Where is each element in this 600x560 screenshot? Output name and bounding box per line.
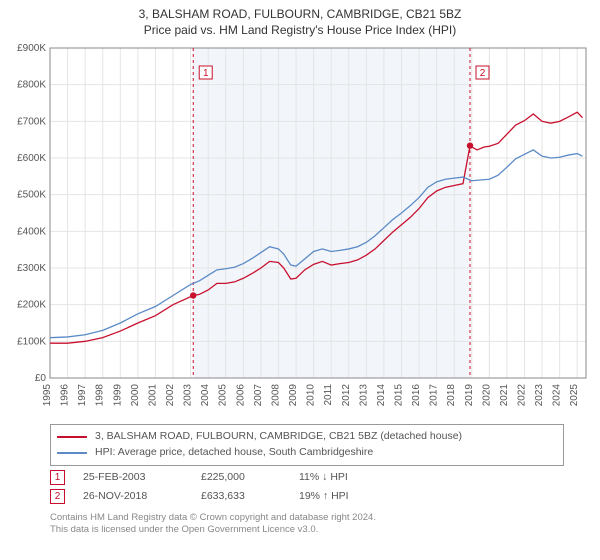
svg-text:1: 1	[203, 68, 209, 79]
sale-price: £633,633	[201, 490, 281, 502]
svg-text:1998: 1998	[95, 384, 106, 407]
svg-text:1996: 1996	[60, 384, 71, 407]
svg-text:£100K: £100K	[17, 337, 46, 348]
footer-attribution: Contains HM Land Registry data © Crown c…	[50, 512, 564, 537]
sale-delta: 11% ↓ HPI	[299, 471, 399, 483]
svg-text:2019: 2019	[464, 384, 475, 407]
footer-line: Contains HM Land Registry data © Crown c…	[50, 512, 564, 524]
svg-text:1995: 1995	[42, 384, 53, 407]
legend-item-price-paid: 3, BALSHAM ROAD, FULBOURN, CAMBRIDGE, CB…	[57, 429, 557, 445]
legend-swatch	[57, 436, 87, 438]
svg-text:1997: 1997	[77, 384, 88, 407]
svg-text:2022: 2022	[516, 384, 527, 407]
chart-svg: £0 £100K £200K £300K £400K £500K £600K £700K £80…	[0, 38, 600, 418]
sale-marker-icon: 2	[50, 489, 65, 504]
svg-text:£900K: £900K	[17, 43, 46, 54]
svg-text:£300K: £300K	[17, 263, 46, 274]
svg-text:2008: 2008	[270, 384, 281, 407]
svg-text:2011: 2011	[323, 384, 334, 406]
sale-row: 1 25-FEB-2003 £225,000 11% ↓ HPI	[50, 470, 564, 485]
sale-row: 2 26-NOV-2018 £633,633 19% ↑ HPI	[50, 489, 564, 504]
svg-text:2002: 2002	[165, 384, 176, 407]
svg-text:£400K: £400K	[17, 227, 46, 238]
svg-text:2010: 2010	[306, 384, 317, 407]
svg-text:2024: 2024	[552, 384, 563, 407]
svg-text:2007: 2007	[253, 384, 264, 407]
svg-text:2018: 2018	[446, 384, 457, 407]
chart-title-block: 3, BALSHAM ROAD, FULBOURN, CAMBRIDGE, CB…	[0, 0, 600, 38]
svg-text:£700K: £700K	[17, 117, 46, 128]
svg-text:2009: 2009	[288, 384, 299, 407]
chart-title: 3, BALSHAM ROAD, FULBOURN, CAMBRIDGE, CB…	[0, 6, 600, 22]
svg-text:2003: 2003	[183, 384, 194, 407]
svg-text:2016: 2016	[411, 384, 422, 407]
svg-text:2: 2	[480, 68, 486, 79]
legend-swatch	[57, 452, 87, 454]
sale-price: £225,000	[201, 471, 281, 483]
svg-text:2006: 2006	[235, 384, 246, 407]
price-chart: £0 £100K £200K £300K £400K £500K £600K £700K £80…	[0, 38, 600, 418]
svg-text:2000: 2000	[130, 384, 141, 407]
sale-marker-icon: 1	[50, 470, 65, 485]
svg-text:2005: 2005	[218, 384, 229, 407]
svg-text:2025: 2025	[569, 384, 580, 407]
footer-line: This data is licensed under the Open Gov…	[50, 524, 564, 536]
svg-text:2023: 2023	[534, 384, 545, 407]
svg-text:1999: 1999	[112, 384, 123, 407]
legend: 3, BALSHAM ROAD, FULBOURN, CAMBRIDGE, CB…	[50, 424, 564, 466]
legend-label: HPI: Average price, detached house, Sout…	[95, 445, 373, 461]
svg-text:2014: 2014	[376, 384, 387, 407]
sale-date: 25-FEB-2003	[83, 471, 183, 483]
sale-delta: 19% ↑ HPI	[299, 490, 399, 502]
svg-text:2017: 2017	[429, 384, 440, 407]
svg-text:2004: 2004	[200, 384, 211, 407]
svg-text:£600K: £600K	[17, 153, 46, 164]
svg-text:2001: 2001	[147, 384, 158, 407]
svg-text:2013: 2013	[358, 384, 369, 407]
chart-subtitle: Price paid vs. HM Land Registry's House …	[0, 22, 600, 38]
svg-text:£200K: £200K	[17, 300, 46, 311]
svg-text:2021: 2021	[499, 384, 510, 407]
svg-text:2012: 2012	[341, 384, 352, 407]
legend-item-hpi: HPI: Average price, detached house, Sout…	[57, 445, 557, 461]
svg-text:£500K: £500K	[17, 190, 46, 201]
svg-text:2020: 2020	[481, 384, 492, 407]
svg-text:£0: £0	[35, 373, 47, 384]
svg-text:2015: 2015	[393, 384, 404, 407]
svg-text:£800K: £800K	[17, 80, 46, 91]
sale-date: 26-NOV-2018	[83, 490, 183, 502]
legend-label: 3, BALSHAM ROAD, FULBOURN, CAMBRIDGE, CB…	[95, 429, 462, 445]
